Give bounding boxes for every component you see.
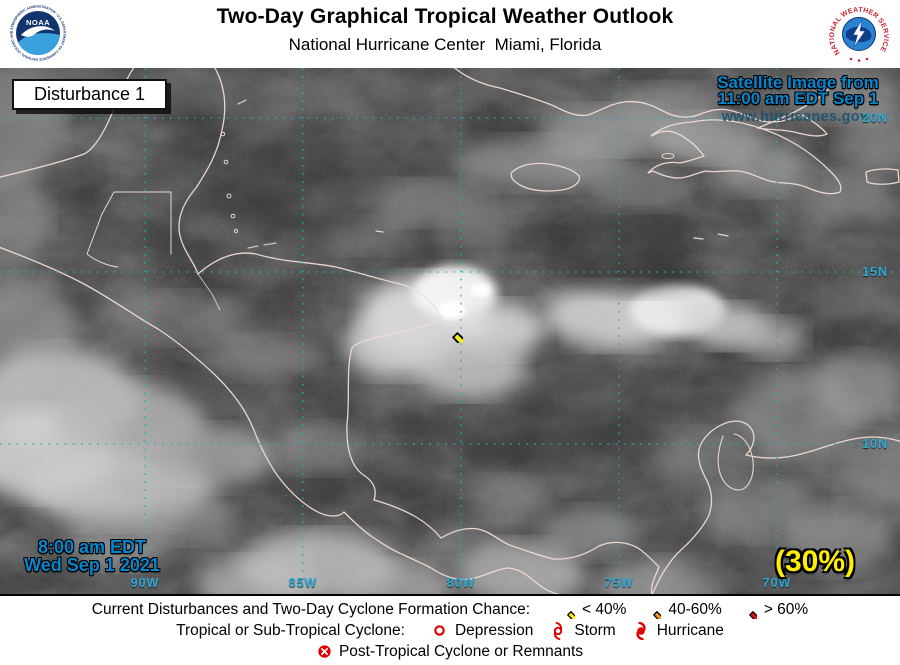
legend-item-hurricane-label: Hurricane	[656, 621, 724, 639]
legend-item-depression: Depression	[431, 622, 533, 640]
satellite-map[interactable]: Disturbance 1 Satellite Image from 11:00…	[0, 68, 900, 596]
legend-item-lt40: < 40%	[556, 600, 626, 619]
lat-label-10n: 10N	[862, 437, 888, 451]
lon-label-80w: 80W	[446, 576, 476, 590]
watermark: www.hurricanes.gov	[721, 109, 869, 125]
issue-time-line1: 8:00 am EDT	[37, 537, 147, 557]
header: NATIONAL OCEANIC AND ATMOSPHERIC ADMINIS…	[0, 0, 900, 68]
noaa-gull-icon	[21, 26, 55, 37]
legend-row2-label: Tropical or Sub-Tropical Cyclone:	[176, 621, 405, 639]
lon-label-75w: 75W	[604, 576, 634, 590]
legend-item-storm-label: Storm	[574, 621, 616, 639]
legend-item-gt60-label: > 60%	[763, 600, 809, 618]
issue-time: 8:00 am EDT Wed Sep 1 2021	[12, 538, 172, 574]
satellite-image	[0, 68, 900, 594]
x-mark-red-icon	[738, 600, 757, 619]
legend-row1-label: Current Disturbances and Two-Day Cyclone…	[91, 600, 530, 618]
noaa-acronym: NOAA	[26, 18, 50, 27]
nws-logo: NATIONAL WEATHER SERVICE	[829, 7, 889, 62]
disturbance-label[interactable]: Disturbance 1	[12, 79, 167, 110]
lat-label-20n: 20N	[862, 111, 888, 125]
storm-icon	[554, 621, 563, 640]
x-mark-yellow-icon	[556, 600, 575, 619]
noaa-logo: NATIONAL OCEANIC AND ATMOSPHERIC ADMINIS…	[9, 4, 67, 62]
lon-label-70w: 70W	[762, 576, 792, 590]
satellite-caption-line1: Satellite Image from	[717, 73, 879, 92]
lon-label-85w: 85W	[288, 576, 318, 590]
lightning-bolt-icon	[852, 19, 866, 48]
legend-item-hurricane: Hurricane	[632, 621, 724, 640]
lon-label-90w: 90W	[130, 576, 160, 590]
legend-item-storm: Storm	[549, 621, 616, 640]
hurricane-icon	[636, 621, 646, 640]
disturbance-marker-x-icon[interactable]	[437, 317, 463, 343]
satellite-caption-line2: 11:00 am EDT Sep 1	[717, 89, 879, 108]
legend: Current Disturbances and Two-Day Cyclone…	[0, 596, 900, 665]
legend-item-lt40-label: < 40%	[582, 600, 627, 618]
legend-row-post-tropical: Post-Tropical Cyclone or Remnants	[0, 641, 900, 662]
noise-grain	[0, 68, 900, 594]
legend-item-gt60: > 60%	[738, 600, 808, 619]
lat-label-15n: 15N	[862, 265, 888, 279]
depression-icon	[434, 625, 445, 636]
legend-item-post-tropical-label: Post-Tropical Cyclone or Remnants	[338, 642, 584, 660]
page-title: Two-Day Graphical Tropical Weather Outlo…	[216, 5, 674, 28]
issue-time-line2: Wed Sep 1 2021	[24, 555, 160, 575]
x-mark-orange-icon	[642, 600, 661, 619]
formation-chance[interactable]: (30%)	[774, 545, 856, 578]
legend-item-post-tropical: Post-Tropical Cyclone or Remnants	[317, 643, 583, 661]
legend-row-cyclone: Tropical or Sub-Tropical Cyclone: Depres…	[0, 620, 900, 641]
legend-item-40-60-label: 40-60%	[668, 600, 722, 618]
legend-item-40-60: 40-60%	[642, 600, 722, 619]
page-subtitle: National Hurricane Center Miami, Florida	[288, 35, 602, 54]
post-tropical-icon	[318, 645, 331, 658]
legend-row-formation-chance: Current Disturbances and Two-Day Cyclone…	[0, 599, 900, 620]
satellite-caption: Satellite Image from 11:00 am EDT Sep 1	[700, 73, 896, 108]
legend-item-depression-label: Depression	[454, 621, 534, 639]
